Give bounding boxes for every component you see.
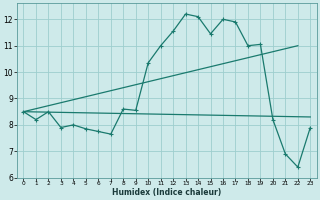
X-axis label: Humidex (Indice chaleur): Humidex (Indice chaleur) (112, 188, 221, 197)
